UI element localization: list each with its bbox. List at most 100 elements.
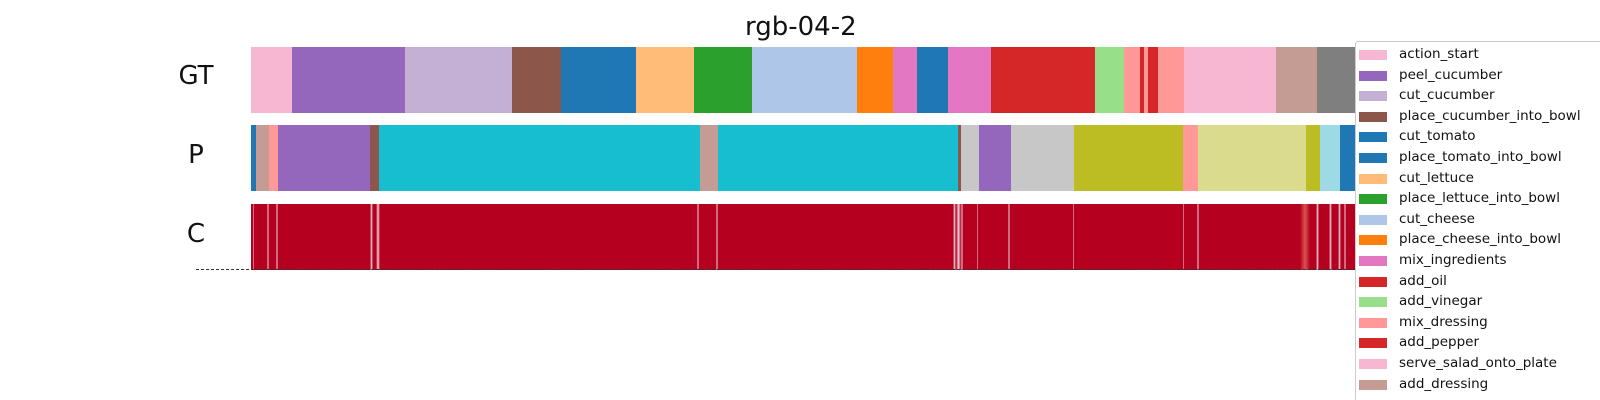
prediction-segment	[278, 125, 370, 191]
prediction-segment	[1011, 125, 1074, 191]
prediction-segment	[1319, 125, 1341, 191]
confidence-dip-mark	[955, 204, 961, 270]
confidence-dip-mark	[1072, 204, 1075, 270]
confidence-dip-mark	[1300, 204, 1311, 270]
gt-segment	[991, 47, 1096, 113]
gt-segment	[751, 47, 857, 113]
legend-item: peel_cucumber	[1356, 66, 1600, 86]
legend-item: place_cheese_into_bowl	[1356, 230, 1600, 250]
legend-swatch	[1359, 276, 1387, 287]
prediction-segment	[251, 125, 256, 191]
gt-segment	[1095, 47, 1125, 113]
legend-swatch	[1359, 173, 1387, 184]
legend-swatch	[1359, 70, 1387, 81]
legend-item: mix_dressing	[1356, 313, 1600, 333]
gt-segment	[1124, 47, 1141, 113]
gt-strip	[251, 47, 1381, 113]
legend-label: cut_cucumber	[1399, 87, 1495, 104]
legend-swatch	[1359, 256, 1387, 266]
confidence-base	[251, 204, 1381, 270]
confidence-dip-mark	[1343, 204, 1346, 270]
legend-swatch	[1359, 194, 1387, 205]
gt-segment	[1148, 47, 1159, 113]
legend-label: action_start	[1399, 46, 1479, 62]
prediction-segment	[960, 125, 979, 191]
confidence-dip-mark	[1197, 204, 1199, 270]
legend-swatch	[1359, 359, 1387, 369]
legend-label: place_cucumber_into_bowl	[1399, 107, 1581, 124]
gt-segment	[636, 47, 694, 113]
legend-label: serve_salad_onto_plate	[1399, 355, 1557, 371]
legend-label: cut_cheese	[1399, 210, 1475, 227]
legend-swatch	[1359, 91, 1387, 102]
prediction-segment	[378, 125, 700, 191]
gt-segment	[512, 47, 561, 113]
legend-label: place_lettuce_into_bowl	[1399, 190, 1560, 207]
legend-label: add_vinegar	[1399, 293, 1483, 310]
gt-segment	[693, 47, 752, 113]
prediction-segment	[717, 125, 959, 191]
prediction-segment	[1306, 125, 1320, 191]
confidence-dip-mark	[370, 204, 374, 270]
gt-segment	[916, 47, 949, 113]
legend-label: peel_cucumber	[1399, 66, 1503, 83]
confidence-dip-mark	[1008, 204, 1010, 270]
prediction-strip	[251, 125, 1381, 191]
legend-item: add_vinegar	[1356, 292, 1600, 312]
legend-swatch	[1359, 153, 1387, 163]
legend-item: action_start	[1356, 45, 1600, 65]
prediction-segment	[369, 125, 379, 191]
gt-segment	[1184, 47, 1276, 113]
prediction-segment	[699, 125, 718, 191]
legend-label: add_dressing	[1399, 375, 1489, 392]
confidence-dip-mark	[1328, 204, 1332, 270]
legend-label: mix_dressing	[1399, 313, 1488, 330]
gt-segment	[251, 47, 292, 113]
prediction-segment	[1073, 125, 1184, 191]
gt-segment	[560, 47, 637, 113]
legend-item: cut_lettuce	[1356, 169, 1600, 189]
chart-title: rgb-04-2	[745, 12, 857, 42]
gt-segment	[892, 47, 917, 113]
legend-item: cut_cheese	[1356, 210, 1600, 230]
prediction-segment	[1183, 125, 1198, 191]
confidence-strip	[251, 204, 1381, 270]
gt-segment	[856, 47, 893, 113]
prediction-segment	[255, 125, 270, 191]
legend-swatch	[1359, 379, 1387, 390]
gt-segment	[1316, 47, 1362, 113]
legend-label: cut_lettuce	[1399, 169, 1474, 186]
legend-item: place_lettuce_into_bowl	[1356, 189, 1600, 209]
legend-swatch	[1359, 111, 1387, 122]
legend-item: cut_cucumber	[1356, 86, 1600, 106]
legend-swatch	[1359, 338, 1387, 349]
confidence-dip-mark	[960, 204, 963, 270]
prediction-segment	[1197, 125, 1307, 191]
legend-label: place_cheese_into_bowl	[1399, 231, 1561, 248]
legend-item: serve_salad_onto_plate	[1356, 354, 1600, 374]
legend-item: add_oil	[1356, 272, 1600, 292]
confidence-dip-mark	[1316, 204, 1320, 270]
row-label-c: C	[186, 219, 206, 249]
legend-item: place_tomato_into_bowl	[1356, 148, 1600, 168]
legend-label: place_tomato_into_bowl	[1399, 149, 1562, 165]
confidence-dip-mark	[697, 204, 700, 270]
legend-label: add_pepper	[1399, 334, 1480, 351]
gt-segment	[404, 47, 513, 113]
legend-label: mix_ingredients	[1399, 252, 1507, 268]
row-label-p: P	[188, 140, 204, 170]
legend-item: mix_ingredients	[1356, 251, 1600, 271]
legend-item: add_pepper	[1356, 333, 1600, 353]
gt-segment	[1275, 47, 1317, 113]
legend-swatch	[1359, 214, 1387, 225]
confidence-dip-mark	[267, 204, 269, 270]
row-label-gt: GT	[178, 61, 214, 91]
prediction-segment	[978, 125, 1012, 191]
gt-segment	[948, 47, 992, 113]
confidence-dip-mark	[976, 204, 979, 270]
legend-swatch	[1359, 50, 1387, 60]
legend-item: cut_tomato	[1356, 127, 1600, 147]
baseline-dashed-line	[196, 269, 1406, 270]
confidence-dip-mark	[715, 204, 718, 270]
legend-swatch	[1359, 297, 1387, 308]
